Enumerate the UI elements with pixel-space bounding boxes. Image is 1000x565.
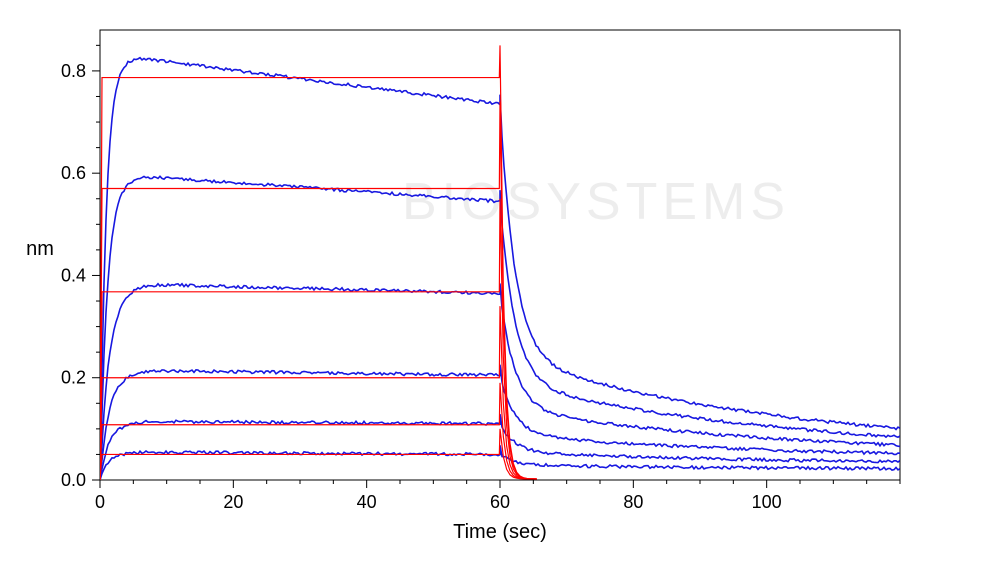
x-tick-label: 100 [752,492,782,512]
y-tick-label: 0.2 [61,368,86,388]
y-tick-label: 0.6 [61,163,86,183]
y-axis-label: nm [26,238,54,260]
x-tick-label: 40 [357,492,377,512]
y-tick-label: 0.4 [61,265,86,285]
chart-container: { "chart": { "type": "line-sensorgram", … [0,0,1000,565]
x-tick-label: 20 [223,492,243,512]
x-tick-label: 60 [490,492,510,512]
x-tick-label: 0 [95,492,105,512]
y-tick-label: 0.8 [61,61,86,81]
x-tick-label: 80 [623,492,643,512]
watermark-text: BIOSYSTEMS [402,173,790,231]
y-tick-label: 0.0 [61,470,86,490]
sensorgram-chart: BIOSYSTEMS 0 20 40 60 80 100 Time (sec) 0.0 0.2 0.… [0,0,1000,565]
x-axis-label: Time (sec) [453,521,547,543]
